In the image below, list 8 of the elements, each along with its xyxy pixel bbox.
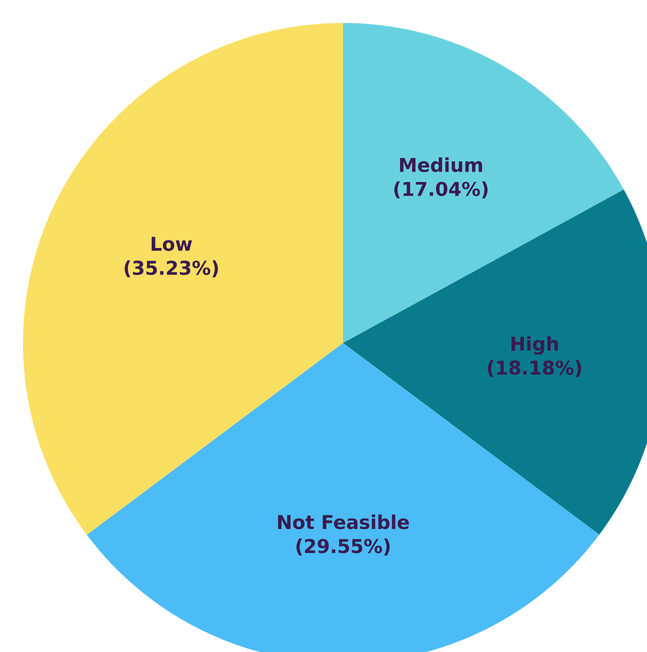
data-label: (17.04%) <box>394 181 488 198</box>
data-label: (35.23%) <box>124 260 218 278</box>
data-label: (29.55%) <box>296 538 390 556</box>
slice-label: Medium <box>400 157 482 172</box>
slice-label: Not Feasible <box>278 514 409 530</box>
slice-label: Low <box>152 236 192 252</box>
slice-label: High <box>512 336 558 355</box>
data-label: (18.18%) <box>488 360 582 378</box>
